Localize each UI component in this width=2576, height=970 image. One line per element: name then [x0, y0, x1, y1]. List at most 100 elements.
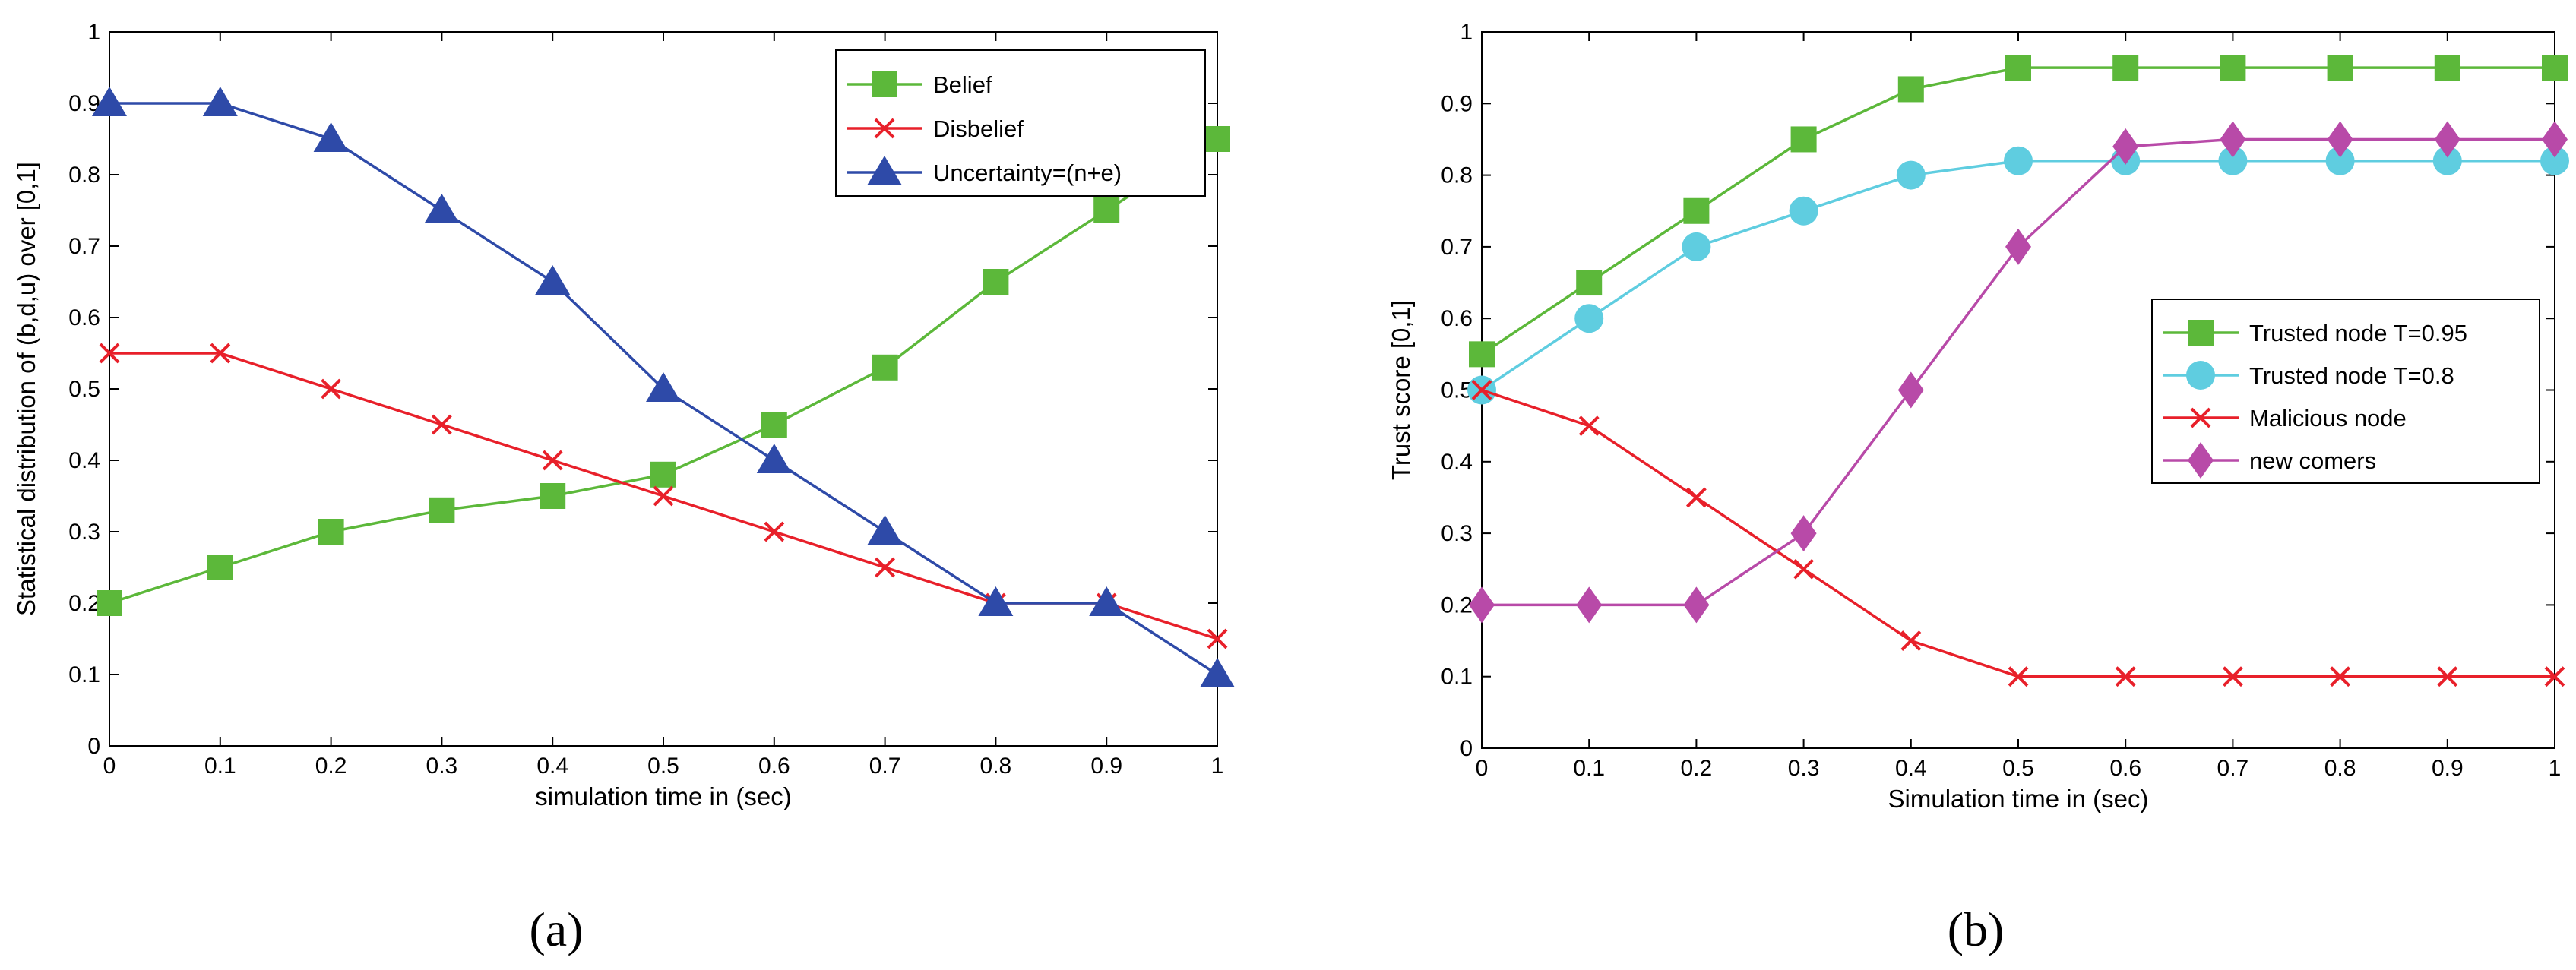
panel-a-legend-label-uncertainty-n-e: Uncertainty=(n+e): [933, 160, 1122, 186]
panel-b-data-point-malicious-node: [1793, 558, 1815, 580]
panel-a-data-point-disbelief: [542, 450, 563, 471]
panel-b-legend-label-new-comers: new comers: [2249, 447, 2376, 474]
panel-b-x-tick-label: 0.4: [1895, 756, 1927, 781]
panel-b-data-point-new-comers: [1469, 586, 1495, 624]
panel-b-caption: (b): [1948, 902, 2005, 956]
panel-a-x-tick-label: 0.1: [204, 754, 236, 779]
panel-b-data-point-new-comers: [2220, 121, 2246, 158]
panel-a-x-tick-label: 0.2: [315, 754, 347, 779]
panel-b-data-point-new-comers: [1683, 586, 1710, 624]
panel-a-y-tick-label: 0.2: [68, 591, 100, 616]
panel-a-data-point-disbelief: [764, 521, 785, 542]
panel-b-data-point-trusted-node-t-0-8: [2540, 146, 2569, 175]
panel-b-data-point-trusted-node-t-0-8: [1574, 304, 1604, 333]
panel-a-y-tick-label: 0.5: [68, 377, 100, 402]
panel-b-data-point-new-comers: [1790, 515, 1817, 552]
panel-b-y-tick-label: 0.6: [1441, 306, 1473, 331]
panel-b-y-tick-label: 0.8: [1441, 163, 1473, 188]
panel-a-data-point-uncertainty-n-e: [756, 444, 792, 473]
panel-b-y-axis-label: Trust score [0,1]: [1387, 300, 1415, 480]
panel-a-data-point-uncertainty-n-e: [202, 87, 238, 116]
panel-a-y-tick-label: 0.6: [68, 305, 100, 330]
panel-b-data-point-trusted-node-t-0-95: [2542, 55, 2568, 81]
panel-b-y-tick-label: 0: [1460, 736, 1473, 761]
panel-b-x-tick-label: 0.2: [1681, 756, 1713, 781]
panel-b-x-tick-label: 0.5: [2002, 756, 2034, 781]
panel-a-x-tick-label: 0.3: [426, 754, 458, 779]
panel-b-data-point-trusted-node-t-0-8: [1682, 232, 1711, 261]
panel-a-data-point-belief: [540, 483, 566, 509]
panel-b-data-point-trusted-node-t-0-95: [2434, 55, 2460, 81]
panel-b-data-point-malicious-node: [2437, 666, 2458, 687]
panel-b-data-point-trusted-node-t-0-95: [1897, 76, 1924, 103]
panel-b-legend-marker-trusted-node-t-0-8: [2186, 361, 2215, 390]
panel-a-data-point-belief: [429, 497, 455, 523]
panel-a-data-point-belief: [97, 590, 122, 616]
panel-a-data-point-disbelief: [210, 343, 231, 364]
panel-b-data-point-malicious-node: [2222, 666, 2243, 687]
panel-a-x-tick-label: 1: [1211, 754, 1224, 779]
panel-b-data-point-new-comers: [2005, 228, 2031, 265]
panel-b-data-point-malicious-node: [1685, 487, 1707, 508]
panel-b-data-point-trusted-node-t-0-95: [1576, 270, 1603, 296]
panel-b-series-new-comers: [1469, 121, 2568, 624]
panel-b-series-trusted-node-t-0-8: [1467, 146, 2569, 405]
panel-a-data-point-belief: [318, 519, 344, 545]
panel-a-series-uncertainty-n-e: [92, 87, 1235, 687]
panel-a-legend-label-disbelief: Disbelief: [933, 115, 1024, 142]
panel-a-data-point-disbelief: [1207, 628, 1228, 649]
panel-b-legend-marker-trusted-node-t-0-95: [2188, 320, 2214, 346]
panel-b-data-point-new-comers: [1576, 586, 1603, 624]
panel-a-legend-label-belief: Belief: [933, 71, 992, 98]
panel-a-legend-marker-uncertainty-n-e: [867, 156, 902, 185]
panel-a-y-tick-label: 0: [87, 734, 100, 759]
panel-b-x-tick-label: 1: [2549, 756, 2562, 781]
panel-a-data-point-uncertainty-n-e: [313, 122, 349, 152]
panel-b-data-point-trusted-node-t-0-95: [1683, 197, 1710, 224]
panel-a-x-tick-label: 0.4: [536, 754, 568, 779]
panel-b-data-point-new-comers: [2327, 121, 2353, 158]
panel-a-data-point-uncertainty-n-e: [978, 586, 1014, 616]
panel-a-x-tick-label: 0.5: [647, 754, 679, 779]
panel-a-data-point-disbelief: [653, 485, 674, 507]
panel-a-data-point-disbelief: [99, 343, 120, 364]
panel-a-x-tick-label: 0: [103, 754, 116, 779]
panel-b-data-point-malicious-node: [2008, 666, 2029, 687]
panel-a-data-point-uncertainty-n-e: [867, 515, 903, 545]
panel-a-data-point-uncertainty-n-e: [424, 194, 460, 223]
panel-b-series-malicious-node: [1471, 380, 2565, 687]
panel-b-legend: Trusted node T=0.95 Trusted node T=0.8 Mal…: [2151, 299, 2540, 484]
panel-a-data-point-belief: [983, 269, 1009, 295]
panel-b-data-point-trusted-node-t-0-8: [2218, 146, 2248, 175]
panel-a-data-point-uncertainty-n-e: [646, 372, 681, 402]
panel-b-x-tick-label: 0.8: [2324, 756, 2356, 781]
panel-b-data-point-trusted-node-t-0-8: [1789, 196, 1818, 226]
panel-b-data-point-trusted-node-t-0-95: [2327, 55, 2353, 81]
panel-b-data-point-new-comers: [2542, 121, 2568, 158]
panel-b-x-tick-label: 0.1: [1573, 756, 1605, 781]
panel-b-x-tick-label: 0.9: [2432, 756, 2464, 781]
panel-b-data-point-new-comers: [1897, 371, 1924, 409]
panel-b-data-point-trusted-node-t-0-8: [1896, 160, 1926, 190]
panel-a-data-point-belief: [207, 555, 233, 580]
panel-b-data-point-trusted-node-t-0-8: [2325, 146, 2355, 175]
panel-b-y-tick-label: 0.1: [1441, 665, 1473, 690]
panel-a-x-axis-label: simulation time in (sec): [535, 782, 791, 810]
panel-b-legend-label-trusted-node-t-0-8: Trusted node T=0.8: [2249, 362, 2454, 389]
panel-b-data-point-trusted-node-t-0-95: [2005, 55, 2031, 81]
panel-b-data-point-new-comers: [2434, 121, 2460, 158]
panel-a-data-point-belief: [761, 412, 787, 438]
panel-b-data-point-malicious-node: [2115, 666, 2136, 687]
panel-a-data-point-disbelief: [875, 557, 896, 578]
panel-b-data-point-trusted-node-t-0-95: [2220, 55, 2246, 81]
panel-b-data-point-malicious-node: [2330, 666, 2351, 687]
panel-a-y-tick-label: 0.8: [68, 163, 100, 188]
panel-b-series-trusted-node-t-0-95: [1469, 55, 2568, 368]
panel-a-data-point-uncertainty-n-e: [92, 87, 127, 116]
panel-a-data-point-belief: [650, 461, 676, 488]
panel-a-series-belief: [97, 126, 1230, 616]
panel-b-legend-box: [2151, 299, 2540, 484]
panel-a-data-point-uncertainty-n-e: [1200, 658, 1235, 687]
panel-b-data-point-trusted-node-t-0-8: [2004, 146, 2033, 175]
